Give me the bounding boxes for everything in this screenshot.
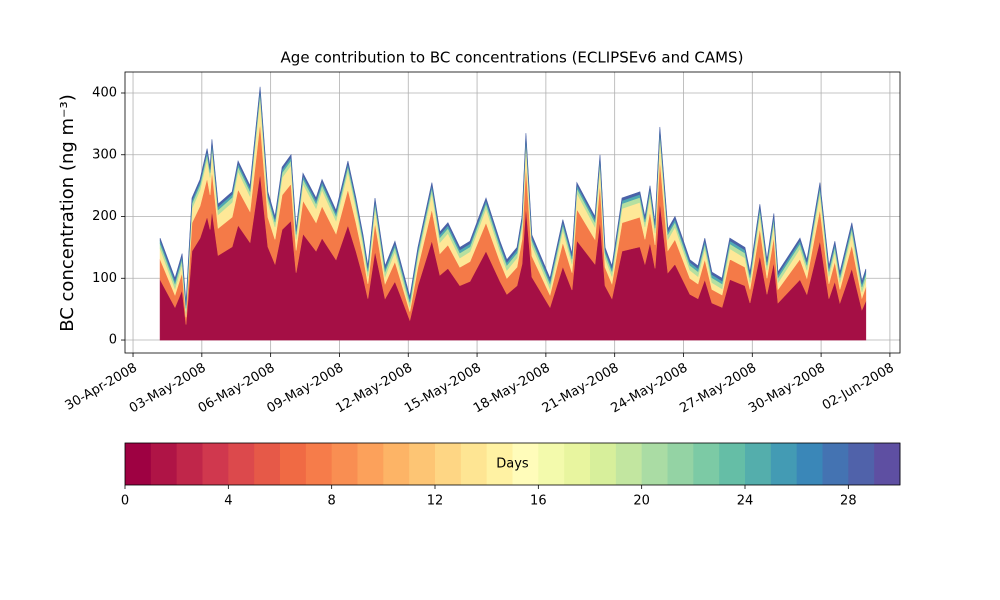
colorbar-tick-label: 24 [737, 494, 754, 509]
y-tick-label: 200 [92, 209, 117, 224]
colorbar-tick-label: 20 [633, 494, 650, 509]
x-tick-label: 09-May-2008 [265, 361, 347, 417]
colorbar-swatch [693, 443, 720, 485]
colorbar-swatch [305, 443, 333, 485]
x-tick-label: 21-May-2008 [540, 361, 622, 417]
x-tick-label: 30-May-2008 [746, 361, 828, 417]
colorbar-swatch [331, 443, 358, 485]
colorbar-swatch [357, 443, 384, 485]
colorbar-swatch [228, 443, 255, 485]
colorbar-swatch [822, 443, 849, 485]
colorbar-swatch [125, 443, 152, 485]
area-band [159, 86, 867, 306]
colorbar-swatch [280, 443, 307, 485]
y-tick-label: 300 [92, 147, 117, 162]
colorbar-swatch [874, 443, 901, 485]
colorbar-swatch [667, 443, 694, 485]
y-axis-label: BC concentration (ng m⁻³) [57, 94, 78, 332]
colorbar-swatch [435, 443, 462, 485]
colorbar-swatch [590, 443, 617, 485]
colorbar-swatch [564, 443, 591, 485]
y-tick-label: 0 [109, 333, 117, 348]
colorbar-tick-label: 8 [328, 494, 336, 509]
colorbar-tick-label: 0 [121, 494, 129, 509]
colorbar-swatch [538, 443, 565, 485]
x-tick-label: 06-May-2008 [196, 361, 278, 417]
colorbar-swatch [641, 443, 668, 485]
x-tick-label: 18-May-2008 [471, 361, 553, 417]
colorbar-swatch [719, 443, 746, 485]
y-tick-label: 400 [92, 85, 117, 100]
colorbar-swatch [848, 443, 875, 485]
y-tick-label: 100 [92, 271, 117, 286]
colorbar-tick-label: 12 [427, 494, 444, 509]
x-tick-label: 15-May-2008 [402, 361, 484, 417]
colorbar-tick-label: 28 [840, 494, 857, 509]
colorbar-swatch [796, 443, 823, 485]
colorbar-tick-label: 4 [224, 494, 232, 509]
colorbar-swatch [176, 443, 203, 485]
chart-title: Age contribution to BC concentrations (E… [281, 49, 744, 67]
x-tick-label: 24-May-2008 [609, 361, 691, 417]
colorbar-swatch [745, 443, 772, 485]
x-tick-label: 03-May-2008 [127, 361, 209, 417]
colorbar-swatch [486, 443, 513, 485]
colorbar-swatch [460, 443, 488, 485]
colorbar-swatch [202, 443, 229, 485]
colorbar-swatch [512, 443, 539, 485]
plot-frame [124, 71, 901, 354]
colorbar-swatch [770, 443, 798, 485]
colorbar-swatch [254, 443, 281, 485]
colorbar-swatch [383, 443, 410, 485]
colorbar-swatch [615, 443, 643, 485]
colorbar-label: Days [496, 457, 529, 472]
colorbar-tick-label: 16 [530, 494, 547, 509]
colorbar-swatch [409, 443, 436, 485]
x-tick-label: 27-May-2008 [677, 361, 759, 417]
colorbar-swatch [150, 443, 178, 485]
x-tick-label: 02-Jun-2008 [820, 361, 897, 414]
colorbar-frame [124, 442, 901, 486]
x-tick-label: 12-May-2008 [333, 361, 415, 417]
